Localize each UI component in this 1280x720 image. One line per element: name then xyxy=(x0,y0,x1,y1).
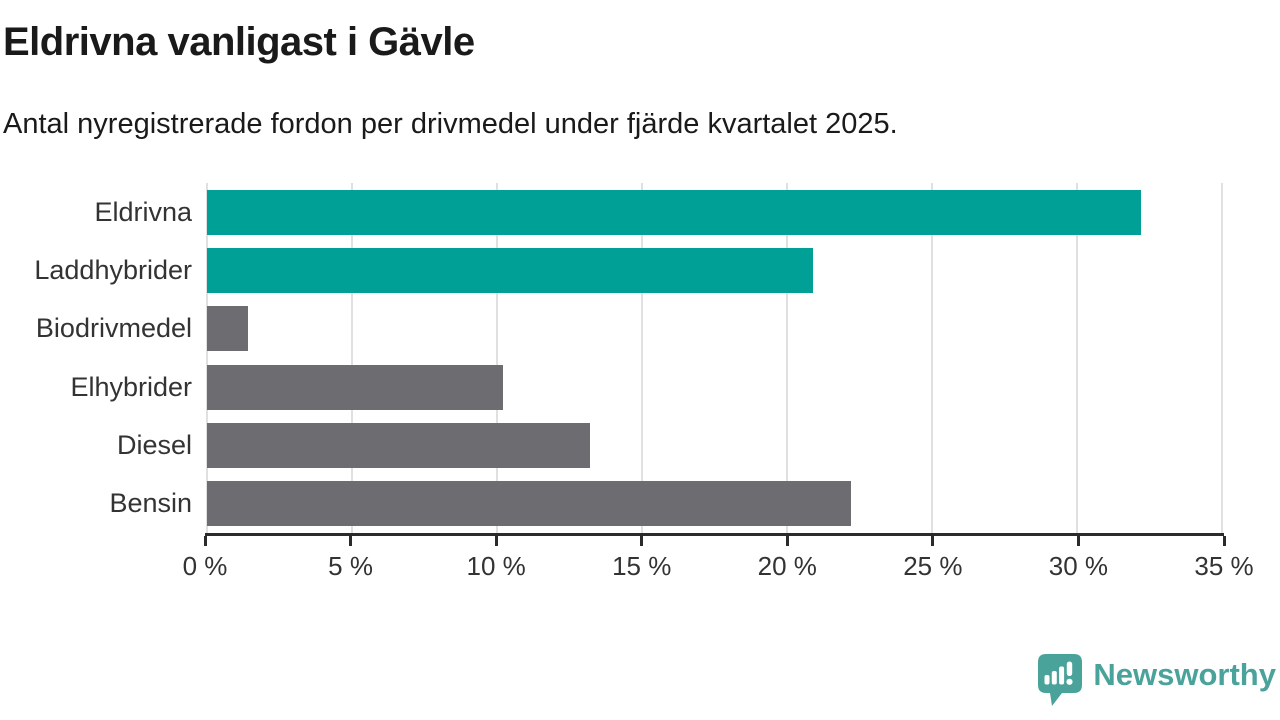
axis-tick-label: 15 % xyxy=(612,551,672,581)
bar-row xyxy=(207,475,1222,533)
axis-tick-label: 0 % xyxy=(182,551,228,581)
axis-tick xyxy=(931,536,935,546)
chart-title: Eldrivna vanligast i Gävle xyxy=(3,20,475,64)
category-label-bensin: Bensin xyxy=(109,488,192,519)
axis-tick xyxy=(640,536,644,546)
gridline xyxy=(931,183,933,533)
bar-row xyxy=(207,183,1222,241)
category-label-laddhybrider: Laddhybrider xyxy=(34,254,192,285)
gridline xyxy=(1221,183,1223,533)
bar-bensin xyxy=(207,481,851,527)
axis-tick-label: 20 % xyxy=(757,551,817,581)
gridline xyxy=(351,183,353,533)
category-label-elhybrider: Elhybrider xyxy=(70,371,192,402)
newsworthy-wordmark: Newsworthy xyxy=(1093,657,1276,692)
plot-area xyxy=(206,183,1223,533)
axis-tick xyxy=(1222,536,1226,546)
gridline xyxy=(786,183,788,533)
axis-tick-label: 5 % xyxy=(328,551,373,581)
category-label-diesel: Diesel xyxy=(116,429,192,460)
newsworthy-logo-icon xyxy=(1038,654,1083,706)
axis-tick xyxy=(1076,536,1080,546)
gridline xyxy=(1076,183,1078,533)
bar-row xyxy=(207,300,1222,358)
gridline xyxy=(641,183,643,533)
bar-row xyxy=(207,358,1222,416)
chart-subtitle: Antal nyregistrerade fordon per drivmede… xyxy=(3,108,898,140)
axis-tick xyxy=(494,536,498,546)
axis-tick-label: 30 % xyxy=(1048,551,1109,581)
category-label-eldrivna: Eldrivna xyxy=(94,196,192,227)
gridline xyxy=(206,183,208,533)
axis-tick xyxy=(785,536,789,546)
category-label-biodrivmedel: Biodrivmedel xyxy=(35,313,192,344)
axis-tick xyxy=(203,536,207,546)
axis-tick-label: 35 % xyxy=(1194,551,1254,581)
bar-biodrivmedel xyxy=(207,306,248,352)
bar-laddhybrider xyxy=(207,247,814,293)
bar-elhybrider xyxy=(207,364,503,410)
axis-tick xyxy=(349,536,353,546)
bar-row xyxy=(207,416,1222,474)
newsworthy-branding: Newsworthy xyxy=(1036,652,1276,708)
bar-row xyxy=(207,241,1222,299)
bar-eldrivna xyxy=(207,189,1141,235)
axis-tick-label: 10 % xyxy=(466,551,526,581)
axis-tick-label: 25 % xyxy=(903,551,963,581)
bar-diesel xyxy=(207,422,590,468)
category-label-column: Eldrivna Laddhybrider Biodrivmedel Elhybrid… xyxy=(0,183,192,533)
gridline xyxy=(496,183,498,533)
x-axis: 0 % 5 % 10 % 15 % 20 % 25 % 30 % 35 % xyxy=(183,533,1254,593)
